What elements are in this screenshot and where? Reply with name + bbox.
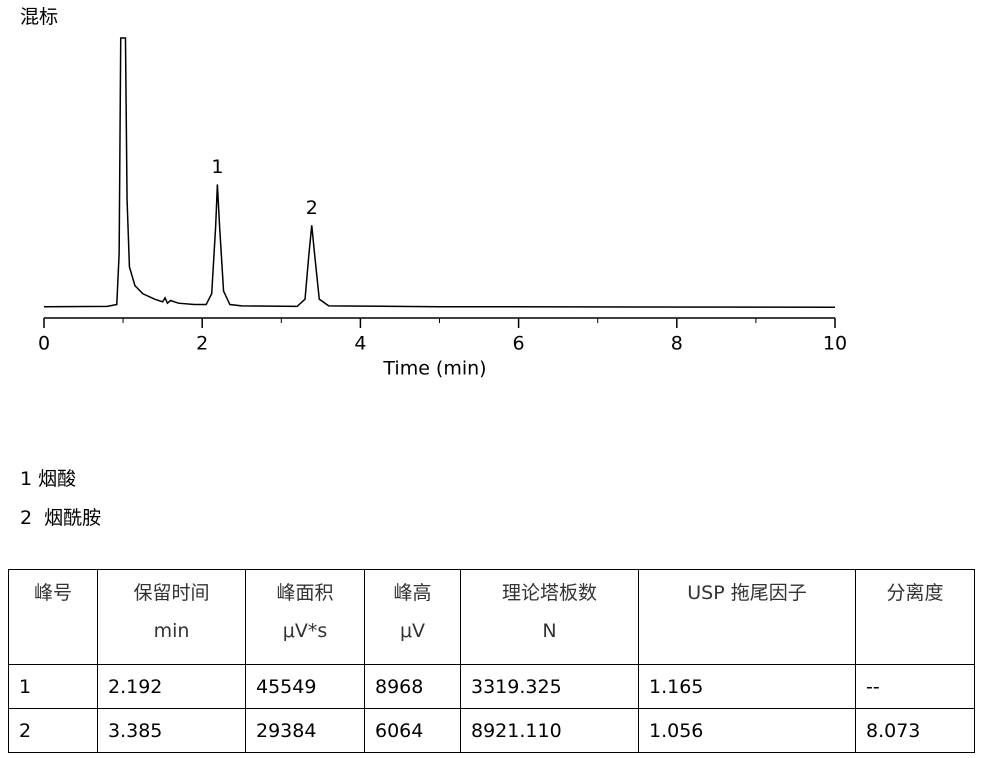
table-cell: 1.165 (638, 664, 856, 709)
table-cell: 8968 (364, 664, 461, 709)
header-text: N (542, 620, 557, 642)
peak-label: 2 (306, 197, 318, 219)
table-cell: 8.073 (855, 708, 975, 753)
header-cell: 峰高 μV (364, 569, 461, 665)
chart-title: 混标 (20, 6, 59, 28)
table-cell: 29384 (245, 708, 365, 753)
header-cell: 分离度 (855, 569, 975, 665)
peak-label: 1 (211, 156, 223, 178)
x-tick-label: 0 (38, 333, 50, 355)
header-text: 保留时间 (133, 582, 210, 604)
header-text: min (153, 620, 190, 642)
table-cell: 8921.110 (460, 708, 639, 753)
table-cell: 2.192 (97, 664, 246, 709)
header-text: 理论塔板数 (501, 582, 597, 604)
x-tick-label: 8 (671, 333, 683, 355)
header-cell: USP 拖尾因子 (638, 569, 856, 665)
table-cell: 1.056 (638, 708, 856, 753)
table-cell: 1 (8, 664, 98, 709)
x-tick-label: 6 (513, 333, 525, 355)
header-text: USP 拖尾因子 (687, 582, 807, 604)
header-row: 峰号 保留时间 min 峰面积 μV*s 峰高 μV 理论塔板数 N USP 拖尾因子 分离度 (8, 569, 975, 665)
header-text: 峰面积 (276, 582, 334, 604)
legend-item: 1 烟酸 (20, 468, 77, 490)
table-row: 2 3.385 29384 6064 8921.110 1.056 8.073 (8, 708, 975, 753)
header-text: μV*s (282, 620, 328, 642)
table-row: 1 2.192 45549 8968 3319.325 1.165 -- (8, 664, 975, 709)
header-cell: 理论塔板数 N (460, 569, 639, 665)
table-cell: 6064 (364, 708, 461, 753)
header-text: 峰号 (33, 582, 72, 604)
legend-item: 2 烟酰胺 (20, 507, 102, 529)
header-cell: 峰号 (8, 569, 98, 665)
header-text: 峰高 (393, 582, 432, 604)
header-text: μV (399, 620, 426, 642)
x-tick-label: 4 (354, 333, 366, 355)
x-tick-label: 10 (823, 333, 847, 355)
trace (43, 37, 836, 308)
table-cell: -- (855, 664, 975, 709)
header-cell: 保留时间 min (97, 569, 246, 665)
table-cell: 3319.325 (460, 664, 639, 709)
table-cell: 3.385 (97, 708, 246, 753)
table: 峰号 保留时间 min 峰面积 μV*s 峰高 μV 理论塔板数 N USP 拖尾因子 分离度 1 2.… (8, 569, 975, 753)
header-text: 分离度 (886, 582, 944, 604)
table-cell: 45549 (245, 664, 365, 709)
x-axis-label: Time (min) (382, 358, 486, 380)
x-tick-label: 2 (196, 333, 208, 355)
table-cell: 2 (8, 708, 98, 753)
header-cell: 峰面积 μV*s (245, 569, 365, 665)
